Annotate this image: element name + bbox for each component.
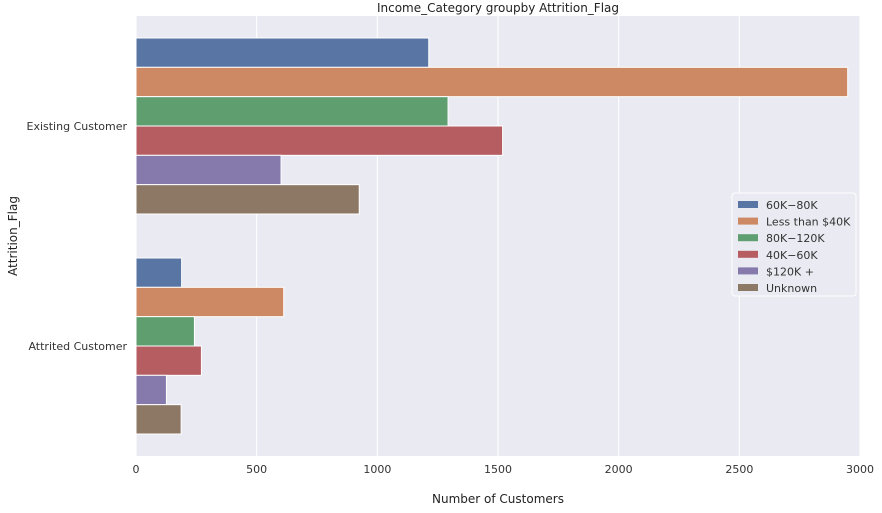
bar	[135, 184, 360, 215]
bar	[135, 286, 285, 318]
bar	[135, 37, 430, 68]
legend-swatch	[738, 284, 758, 291]
x-tick-label: 1500	[484, 463, 512, 476]
x-axis-title: Number of Customers	[432, 492, 564, 506]
chart-title: Income_Category groupby Attrition_Flag	[377, 1, 619, 15]
legend-swatch	[738, 267, 758, 275]
bars	[135, 37, 849, 435]
bar	[135, 66, 849, 98]
y-tick-label: Existing Customer	[27, 120, 128, 133]
legend-swatch	[738, 234, 758, 242]
bar	[135, 96, 449, 127]
legend-swatch	[738, 201, 758, 208]
legend-entry: Less than $40K	[766, 216, 851, 229]
x-tick-label: 3000	[846, 463, 874, 476]
bar	[135, 345, 202, 376]
x-tick-label: 2000	[605, 463, 633, 476]
x-tick-label: 1000	[363, 463, 391, 476]
y-axis-title: Attrition_Flag	[6, 196, 20, 276]
y-tick-label: Attrited Customer	[28, 340, 127, 353]
legend-box	[731, 192, 857, 297]
legend-entry: 60K−80K	[766, 199, 818, 212]
bar	[135, 154, 282, 186]
legend: 60K−80K Less than $40K 80K−120K 40K−60K $120…	[731, 192, 857, 297]
y-tick-labels: Existing Customer Attrited Customer	[27, 120, 128, 353]
x-tick-label: 2500	[725, 463, 753, 476]
bar	[135, 316, 195, 347]
legend-swatch	[738, 250, 758, 258]
x-tick-label: 0	[133, 463, 140, 476]
bar	[135, 125, 504, 156]
x-tick-label: 500	[246, 463, 267, 476]
legend-swatch	[738, 217, 758, 225]
legend-entry: Unknown	[766, 282, 817, 295]
bar	[135, 374, 167, 406]
x-tick-labels: 0 500 1000 1500 2000 2500 3000	[133, 463, 875, 476]
bar	[135, 257, 183, 288]
legend-entry: 80K−120K	[766, 232, 825, 245]
bar	[135, 404, 182, 435]
legend-entry: 40K−60K	[766, 249, 818, 262]
legend-entry: $120K +	[766, 265, 814, 278]
